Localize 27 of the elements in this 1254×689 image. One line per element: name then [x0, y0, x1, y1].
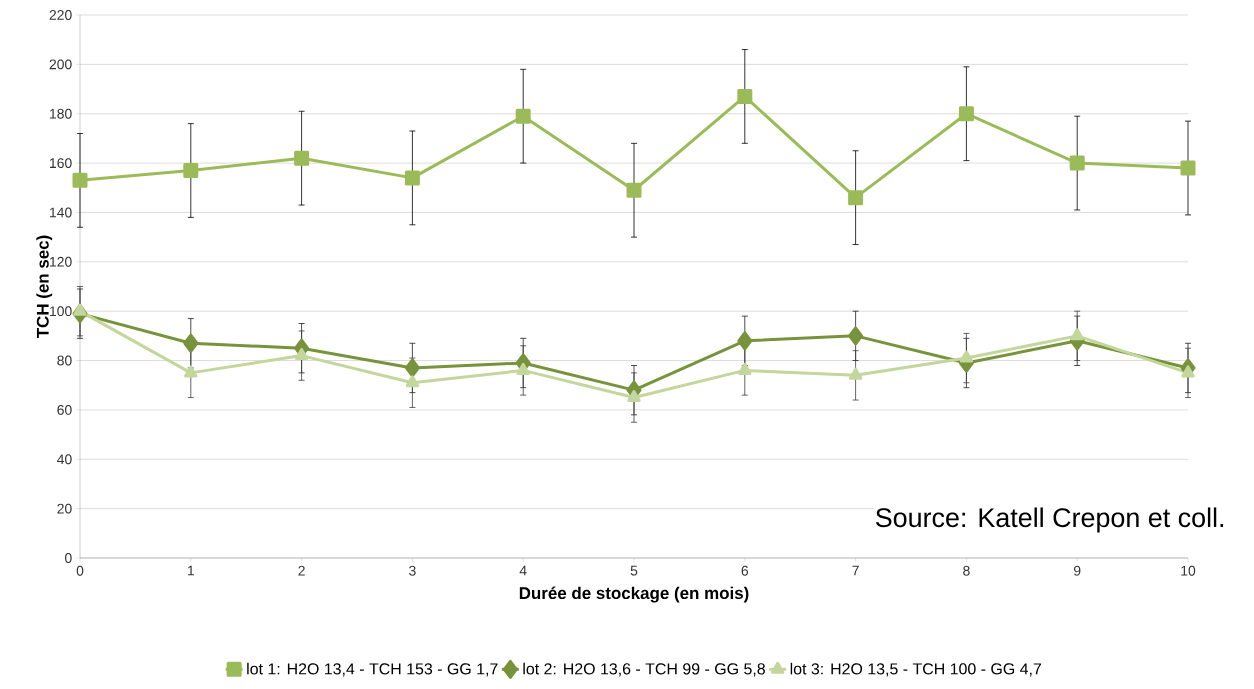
y-tick-label: 200: [49, 59, 72, 70]
legend-label: lot 2: H2O 13,6 - TCH 99 - GG 5,8: [523, 662, 765, 677]
legend-label: lot 3: H2O 13,5 - TCH 100 - GG 4,7: [790, 662, 1042, 677]
annotation: Source: Katell Crepon et coll.: [875, 507, 1224, 533]
x-tick-label: 1: [187, 565, 194, 576]
y-tick-label: 180: [50, 108, 72, 119]
x-tick-label: 8: [963, 565, 970, 576]
y-tick-label: 0: [65, 553, 72, 563]
x-axis-title: Durée de stockage (en mois): [519, 586, 749, 603]
y-tick-label: 20: [57, 503, 72, 514]
y-tick-label: 120: [50, 256, 72, 267]
y-tick-label: 40: [57, 454, 72, 465]
y-tick-label: 60: [57, 404, 72, 415]
y-tick-label: 140: [50, 207, 72, 218]
x-tick-label: 2: [298, 565, 305, 576]
legend-label: lot 1: H2O 13,4 - TCH 153 - GG 1,7: [247, 662, 498, 677]
x-tick-label: 9: [1073, 565, 1081, 576]
x-tick-label: 4: [519, 565, 527, 576]
y-tick-label: 160: [50, 158, 72, 169]
x-tick-label: 10: [1181, 565, 1196, 576]
y-tick-label: 80: [57, 355, 72, 366]
y-tick-label: 220: [49, 10, 72, 20]
x-tick-label: 7: [852, 565, 859, 576]
x-tick-label: 0: [76, 565, 84, 576]
x-tick-label: 6: [741, 565, 749, 576]
x-tick-label: 5: [630, 565, 638, 576]
x-tick-label: 3: [409, 565, 416, 576]
